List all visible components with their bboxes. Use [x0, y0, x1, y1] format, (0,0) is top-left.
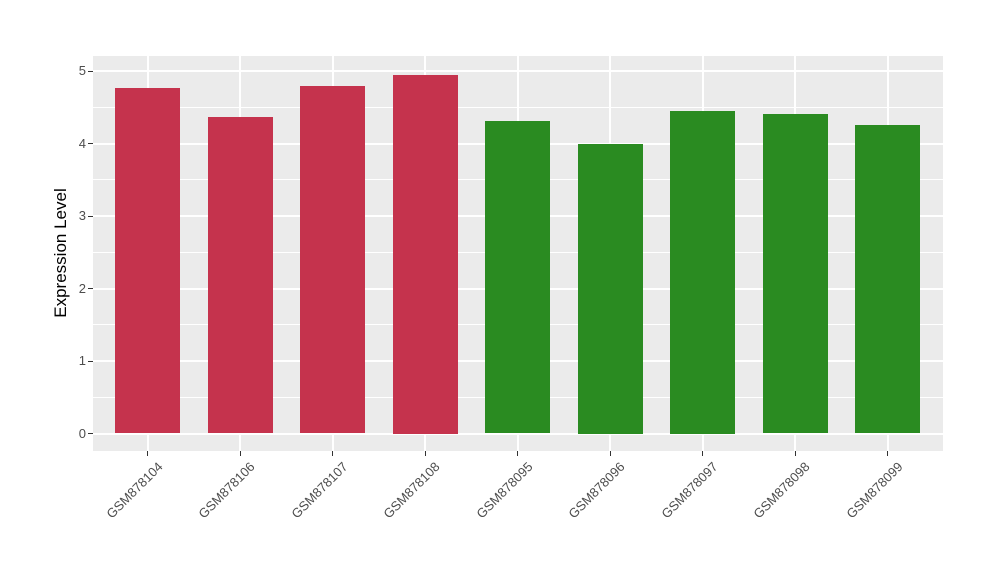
- y-axis-tick: [88, 288, 93, 289]
- x-axis-tick: [239, 451, 241, 456]
- x-axis-tick: [609, 451, 611, 456]
- y-axis-tick-label: 1: [78, 353, 86, 368]
- bar-GSM878098: [762, 113, 828, 434]
- bar-GSM878104: [115, 88, 180, 434]
- bar-GSM878106: [207, 116, 273, 434]
- y-axis-tick-label: 2: [78, 280, 86, 296]
- y-axis-tick: [88, 433, 93, 434]
- x-axis-tick: [147, 451, 148, 456]
- bar-GSM878096: [577, 143, 643, 434]
- plot-panel: [93, 56, 943, 451]
- y-axis-tick-label: 3: [78, 208, 86, 223]
- bar-GSM878095: [485, 121, 550, 434]
- bar-GSM878099: [855, 124, 920, 434]
- y-axis-tick-label: 4: [78, 135, 86, 151]
- y-axis-tick: [88, 215, 93, 217]
- bar-GSM878097: [670, 110, 735, 434]
- x-axis-tick: [702, 451, 703, 456]
- x-axis-tick: [424, 451, 426, 456]
- bar-GSM878108: [392, 74, 458, 434]
- y-axis-tick: [88, 360, 93, 362]
- x-axis-tick: [887, 451, 888, 456]
- bar-GSM878107: [300, 86, 365, 434]
- x-axis-tick: [517, 451, 518, 456]
- y-axis-tick-label: 5: [78, 63, 86, 78]
- y-axis-tick-label: 0: [78, 425, 86, 441]
- x-axis-tick: [332, 451, 333, 456]
- y-axis-tick: [88, 143, 93, 144]
- y-axis-tick: [88, 70, 93, 72]
- x-axis-tick: [794, 451, 796, 456]
